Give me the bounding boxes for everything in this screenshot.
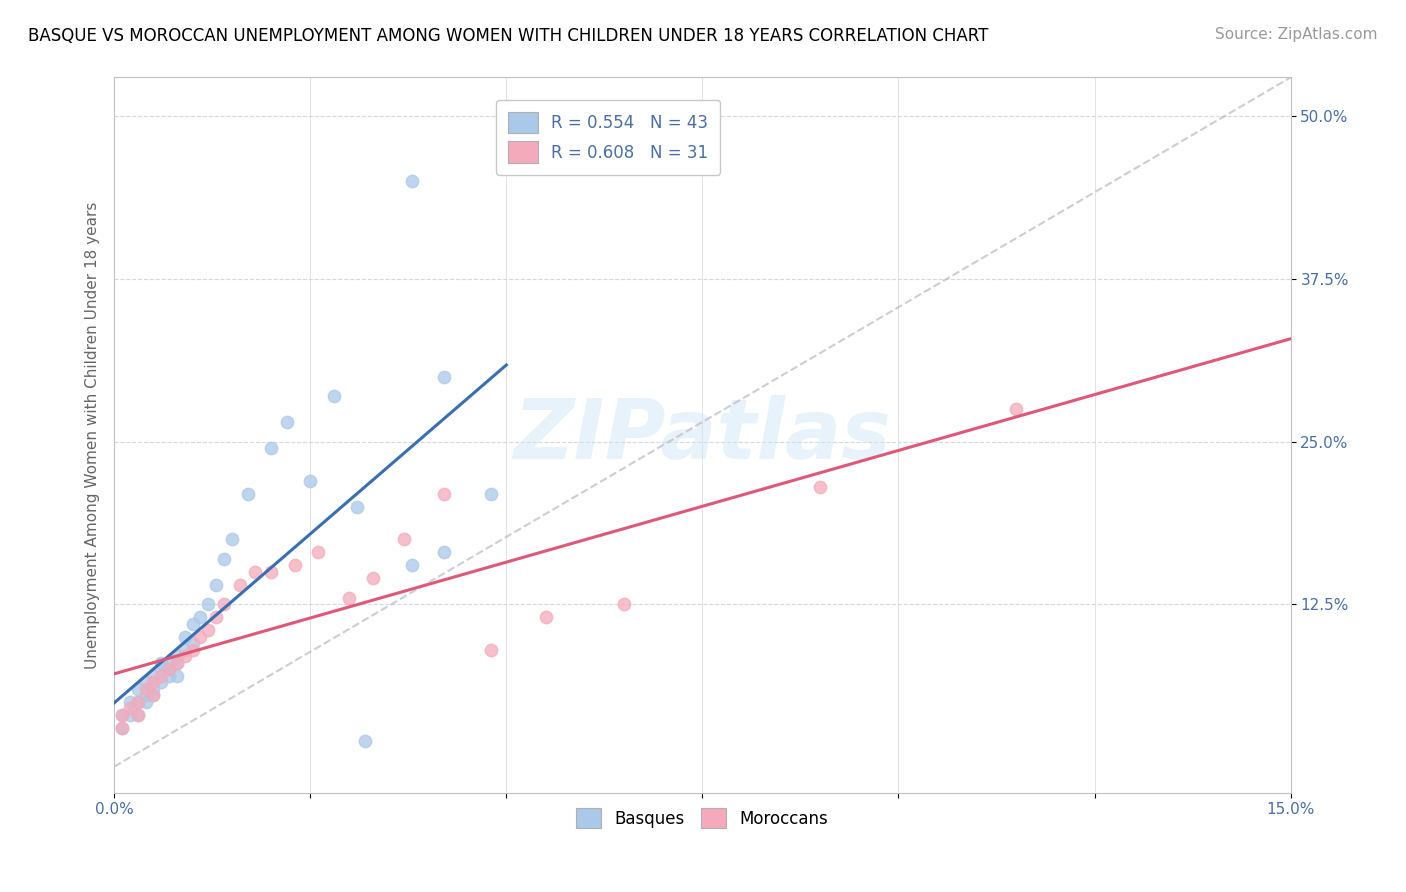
Point xyxy=(205,610,228,624)
Point xyxy=(157,656,180,670)
Point xyxy=(236,486,259,500)
Point xyxy=(173,630,195,644)
Point xyxy=(142,688,165,702)
Point xyxy=(166,656,188,670)
Point xyxy=(166,668,188,682)
Point xyxy=(135,688,157,702)
Point xyxy=(142,675,165,690)
Point xyxy=(432,486,454,500)
Point xyxy=(127,695,149,709)
Point xyxy=(135,681,157,696)
Point xyxy=(111,721,134,735)
Point xyxy=(322,389,344,403)
Point xyxy=(534,610,557,624)
Text: Source: ZipAtlas.com: Source: ZipAtlas.com xyxy=(1215,27,1378,42)
Point xyxy=(205,577,228,591)
Y-axis label: Unemployment Among Women with Children Under 18 years: Unemployment Among Women with Children U… xyxy=(86,202,100,669)
Point xyxy=(150,668,173,682)
Point xyxy=(613,597,636,611)
Point xyxy=(284,558,307,573)
Point xyxy=(339,591,361,605)
Point xyxy=(157,662,180,676)
Point xyxy=(150,662,173,676)
Point xyxy=(118,707,141,722)
Point xyxy=(181,616,204,631)
Point xyxy=(245,565,267,579)
Point xyxy=(142,688,165,702)
Point xyxy=(299,474,322,488)
Point xyxy=(361,571,384,585)
Point xyxy=(197,597,219,611)
Point xyxy=(127,695,149,709)
Point xyxy=(1005,402,1028,417)
Point xyxy=(127,681,149,696)
Legend: Basques, Moroccans: Basques, Moroccans xyxy=(569,802,835,834)
Point xyxy=(173,642,195,657)
Point xyxy=(212,551,235,566)
Point xyxy=(432,545,454,559)
Point xyxy=(166,649,188,664)
Text: ZIPatlas: ZIPatlas xyxy=(513,394,891,475)
Point xyxy=(150,656,173,670)
Point xyxy=(260,565,283,579)
Point xyxy=(307,545,329,559)
Point xyxy=(346,500,368,514)
Point xyxy=(260,441,283,455)
Point xyxy=(197,623,219,637)
Point xyxy=(111,707,134,722)
Point xyxy=(432,369,454,384)
Point xyxy=(127,707,149,722)
Point xyxy=(190,630,212,644)
Point xyxy=(135,695,157,709)
Point xyxy=(354,733,377,747)
Point xyxy=(394,532,416,546)
Point xyxy=(118,701,141,715)
Point xyxy=(212,597,235,611)
Point xyxy=(173,649,195,664)
Point xyxy=(190,610,212,624)
Point xyxy=(221,532,243,546)
Point xyxy=(111,721,134,735)
Point xyxy=(157,668,180,682)
Point xyxy=(150,675,173,690)
Point xyxy=(157,662,180,676)
Point xyxy=(401,174,423,188)
Point xyxy=(401,558,423,573)
Point xyxy=(142,668,165,682)
Point xyxy=(166,656,188,670)
Point xyxy=(127,707,149,722)
Point xyxy=(479,486,502,500)
Point xyxy=(181,636,204,650)
Point xyxy=(228,577,250,591)
Text: BASQUE VS MOROCCAN UNEMPLOYMENT AMONG WOMEN WITH CHILDREN UNDER 18 YEARS CORRELA: BASQUE VS MOROCCAN UNEMPLOYMENT AMONG WO… xyxy=(28,27,988,45)
Point xyxy=(135,675,157,690)
Point xyxy=(142,681,165,696)
Point xyxy=(808,480,831,494)
Point xyxy=(118,695,141,709)
Point xyxy=(111,707,134,722)
Point xyxy=(276,415,298,429)
Point xyxy=(181,642,204,657)
Point xyxy=(479,642,502,657)
